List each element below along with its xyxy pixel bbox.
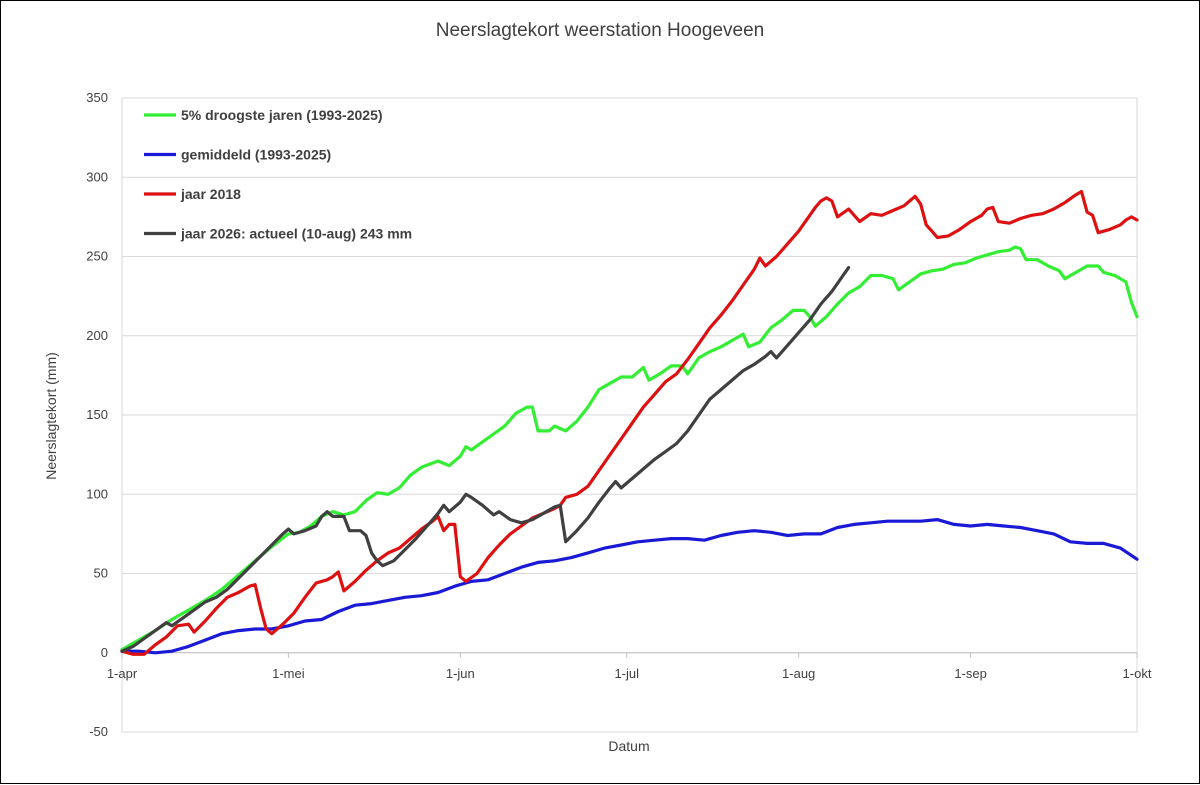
x-tick-label: 1-apr: [107, 666, 138, 681]
legend-label-4: jaar 2026: actueel (10-aug) 243 mm: [180, 226, 412, 242]
y-tick-label: 250: [86, 249, 108, 264]
y-tick-label: 150: [86, 407, 108, 422]
x-tick-label: 1-mei: [272, 666, 305, 681]
y-tick-label: 0: [101, 645, 108, 660]
y-tick-label: 50: [94, 566, 108, 581]
chart-title: Neerslagtekort weerstation Hoogeveen: [436, 20, 764, 41]
x-tick-label: 1-jul: [614, 666, 639, 681]
x-tick-label: 1-jun: [446, 666, 475, 681]
series-line-1: [120, 245, 1139, 652]
x-tick-label: 1-okt: [1123, 666, 1152, 681]
series-line-2: [120, 518, 1139, 655]
y-tick-label: 350: [86, 90, 108, 105]
y-tick-label: 100: [86, 486, 108, 501]
x-tick-label: 1-sep: [954, 666, 987, 681]
y-tick-label: -50: [89, 724, 108, 739]
series-line-4: [120, 266, 851, 653]
series-line-3: [120, 189, 1139, 656]
y-tick-label: 200: [86, 328, 108, 343]
x-axis-title: Datum: [608, 738, 649, 754]
x-tick-label: 1-aug: [782, 666, 815, 681]
y-tick-label: 300: [86, 169, 108, 184]
legend-label-2: gemiddeld (1993-2025): [181, 147, 331, 163]
legend-label-3: jaar 2018: [180, 186, 241, 202]
y-axis-title: Neerslagtekort (mm): [43, 352, 59, 480]
legend-label-1: 5% droogste jaren (1993-2025): [181, 107, 383, 123]
